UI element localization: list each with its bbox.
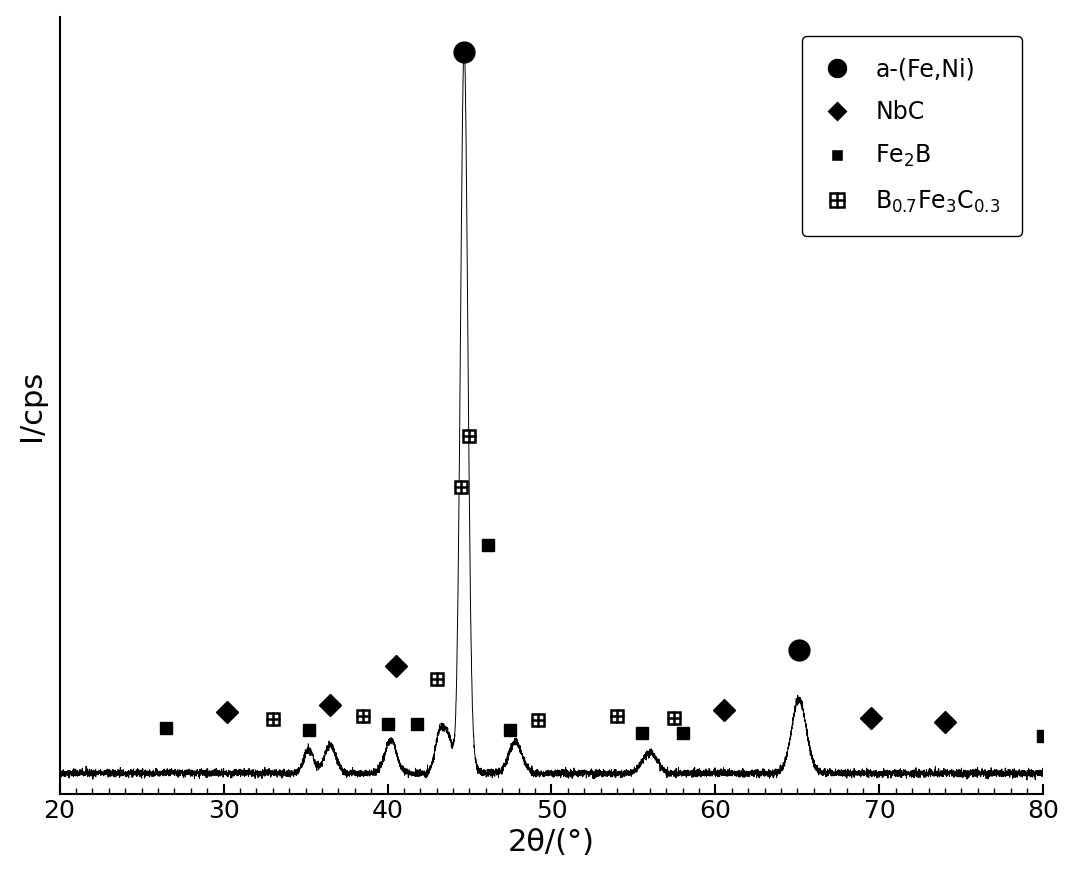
X-axis label: 2θ/(°): 2θ/(°) — [508, 829, 595, 857]
Y-axis label: I/cps: I/cps — [16, 370, 45, 440]
Legend: a-(Fe,Ni), NbC, Fe$_2$B, B$_{0.7}$Fe$_3$C$_{0.3}$: a-(Fe,Ni), NbC, Fe$_2$B, B$_{0.7}$Fe$_3$… — [802, 36, 1022, 236]
